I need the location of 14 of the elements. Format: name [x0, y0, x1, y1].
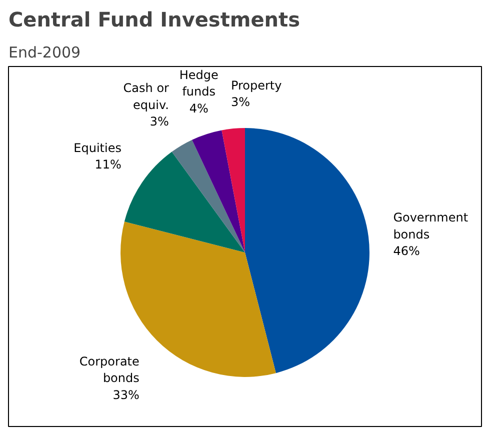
data-label: 46% [393, 244, 420, 258]
data-label: 33% [112, 388, 140, 402]
slice-label: Cash or equiv. [123, 80, 170, 112]
data-label: 3% [230, 95, 250, 110]
chart-subtitle: End-2009 [8, 44, 81, 62]
slice-label: Property [230, 78, 282, 92]
slice-label: Hedge funds [179, 68, 218, 99]
slice-label: Equities [74, 140, 122, 155]
data-label: 4% [189, 102, 208, 116]
data-label: 11% [94, 158, 122, 172]
chart-title: Central Fund Investments [8, 8, 300, 32]
slice-label: Government bonds [393, 210, 468, 242]
data-label: 3% [150, 114, 169, 129]
slice-label: Corporate bonds [79, 354, 140, 386]
